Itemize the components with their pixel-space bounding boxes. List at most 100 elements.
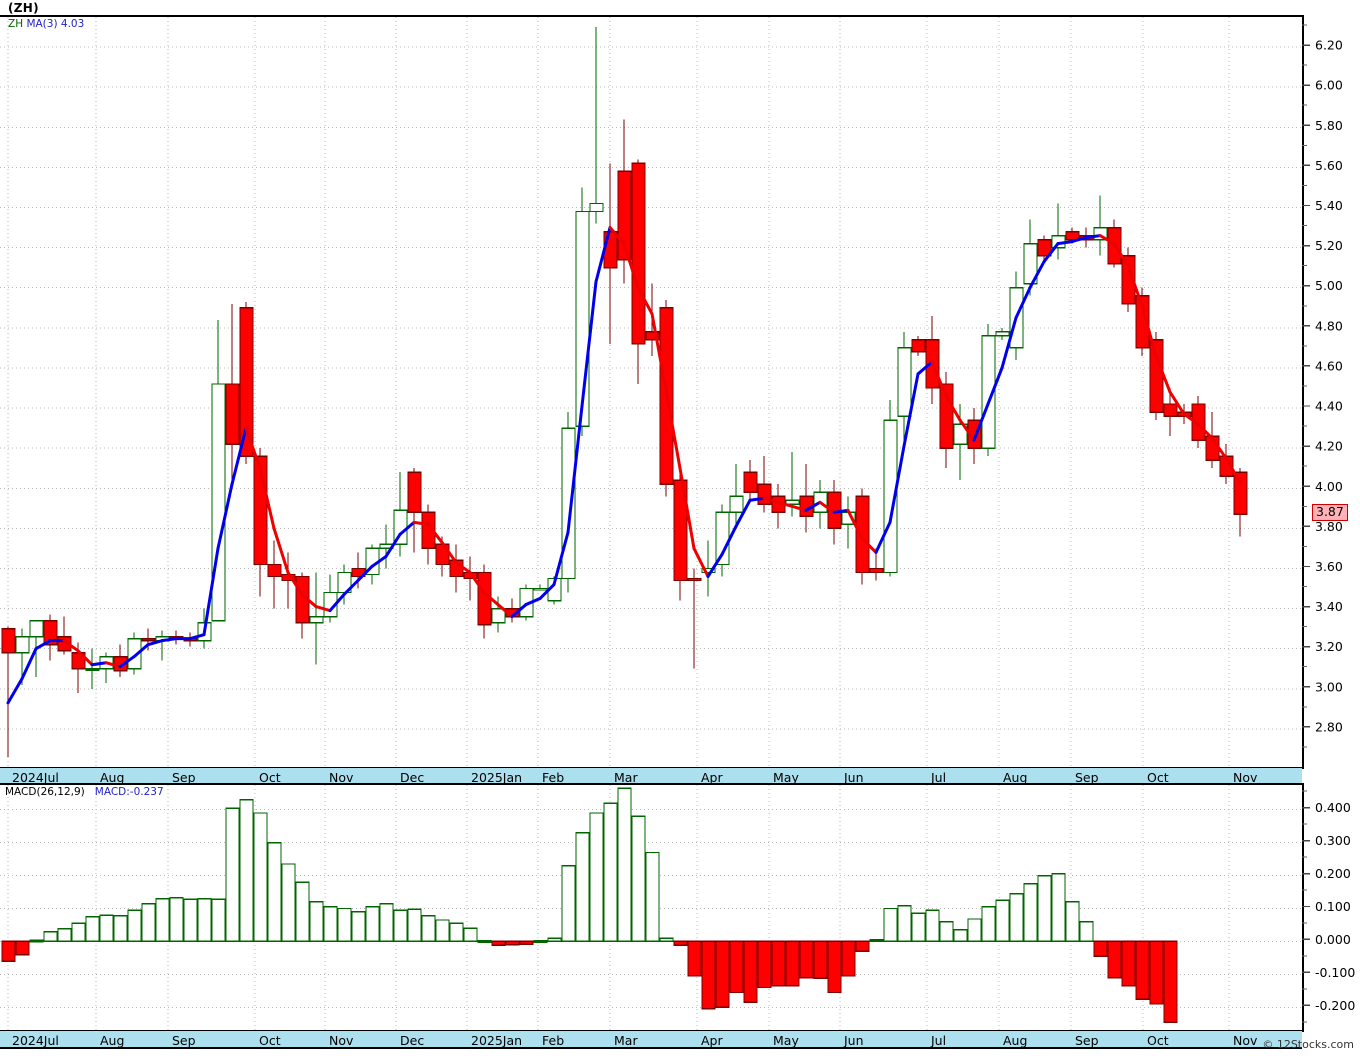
macd-month-label: Feb: [542, 1033, 565, 1048]
candlestick: [1219, 444, 1234, 485]
price-chart-svg: [0, 17, 1302, 769]
candlestick: [701, 540, 716, 597]
macd-histogram-bar: [1079, 920, 1094, 943]
macd-histogram-bar: [239, 799, 254, 943]
candlestick: [981, 323, 996, 457]
macd-histogram-bar: [309, 901, 324, 943]
price-month-label: Sep: [172, 770, 196, 785]
macd-histogram-bar: [659, 937, 674, 943]
legend-ma-label: MA(3): [26, 18, 58, 30]
candlestick: [897, 331, 912, 445]
macd-histogram-bar: [533, 940, 548, 943]
candlestick: [561, 412, 576, 593]
macd-month-label: Sep: [172, 1033, 196, 1048]
macd-histogram-bar: [1065, 901, 1080, 943]
candlestick: [715, 504, 730, 577]
macd-histogram-bar: [939, 920, 954, 943]
macd-legend-label: MACD(26,12,9): [5, 786, 85, 798]
macd-histogram-bar: [687, 940, 702, 977]
candlestick: [491, 596, 506, 633]
candlestick: [589, 27, 604, 224]
candlestick: [1093, 195, 1108, 256]
candlestick: [855, 488, 870, 585]
macd-chart-panel[interactable]: [0, 783, 1304, 1032]
macd-histogram-bar: [869, 939, 884, 943]
macd-histogram-bar: [757, 940, 772, 989]
macd-histogram-bar: [841, 940, 856, 977]
macd-histogram-bar: [393, 909, 408, 943]
macd-histogram-bar: [673, 940, 688, 947]
svg-text:5.60: 5.60: [1315, 158, 1343, 173]
candlestick: [1121, 247, 1136, 312]
candlestick: [687, 568, 702, 669]
macd-histogram-bar: [183, 898, 198, 943]
macd-histogram-bar: [575, 832, 590, 943]
macd-month-label: 2025Jan: [471, 1033, 523, 1048]
candlestick: [603, 163, 618, 344]
macd-histogram-bar: [365, 906, 380, 943]
price-month-label: Feb: [542, 770, 565, 785]
macd-histogram-bar: [925, 909, 940, 943]
candlestick: [1149, 331, 1164, 421]
macd-histogram-bar: [1051, 873, 1066, 943]
svg-text:4.20: 4.20: [1315, 439, 1343, 454]
macd-histogram-bar: [1163, 940, 1178, 1023]
macd-histogram-bar: [799, 940, 814, 979]
macd-histogram-bar: [225, 807, 240, 943]
candlestick: [239, 301, 254, 465]
svg-text:4.40: 4.40: [1315, 399, 1343, 414]
candlestick: [449, 544, 464, 593]
macd-histogram-bar: [323, 906, 338, 943]
macd-histogram-bar: [169, 896, 184, 943]
price-chart-panel[interactable]: [0, 15, 1304, 769]
macd-histogram-bar: [855, 940, 870, 953]
copyright-notice: © 12Stocks.com: [1262, 1038, 1354, 1051]
macd-histogram-bar: [883, 907, 898, 943]
candlestick: [1191, 396, 1206, 449]
price-month-label: 2025Jan: [471, 770, 523, 785]
svg-text:0.200: 0.200: [1315, 866, 1351, 881]
candlestick: [57, 616, 72, 655]
macd-histogram-bar: [561, 864, 576, 943]
svg-text:4.80: 4.80: [1315, 318, 1343, 333]
macd-month-label: Oct: [1147, 1033, 1169, 1048]
candlestick: [743, 460, 758, 501]
candlestick: [323, 574, 338, 623]
macd-histogram-bar: [267, 841, 282, 943]
macd-histogram-bar: [617, 787, 632, 943]
macd-chart-svg: [0, 785, 1302, 1032]
candlestick: [673, 468, 688, 601]
macd-histogram-bar: [729, 940, 744, 994]
macd-month-label: Jun: [844, 1033, 864, 1048]
candlestick: [953, 404, 968, 481]
macd-histogram-bar: [715, 940, 730, 1009]
candlestick: [729, 464, 744, 529]
macd-month-label: May: [773, 1033, 799, 1048]
candlestick: [995, 327, 1010, 340]
candlestick: [925, 315, 940, 405]
candlestick: [43, 614, 58, 661]
macd-histogram-bar: [589, 812, 604, 943]
candlestick: [1, 626, 16, 757]
candlestick: [1023, 219, 1038, 296]
svg-text:5.20: 5.20: [1315, 238, 1343, 253]
candlestick: [477, 564, 492, 639]
candlestick: [617, 119, 632, 284]
macd-histogram-bar: [407, 908, 422, 943]
candlestick: [393, 472, 408, 557]
macd-month-label: Oct: [259, 1033, 281, 1048]
macd-histogram-bar: [141, 902, 156, 943]
macd-histogram-bar: [1009, 892, 1024, 943]
macd-histogram-bar: [379, 902, 394, 943]
svg-text:6.00: 6.00: [1315, 78, 1343, 93]
price-month-label: Jul: [931, 770, 947, 785]
macd-histogram-bar: [197, 897, 212, 943]
macd-histogram-bar: [491, 940, 506, 947]
candlestick: [799, 464, 814, 533]
price-month-label: May: [773, 770, 799, 785]
macd-month-label: Aug: [100, 1033, 125, 1048]
svg-text:5.40: 5.40: [1315, 198, 1343, 213]
macd-month-label: Nov: [1233, 1033, 1258, 1048]
candlestick: [113, 644, 128, 677]
